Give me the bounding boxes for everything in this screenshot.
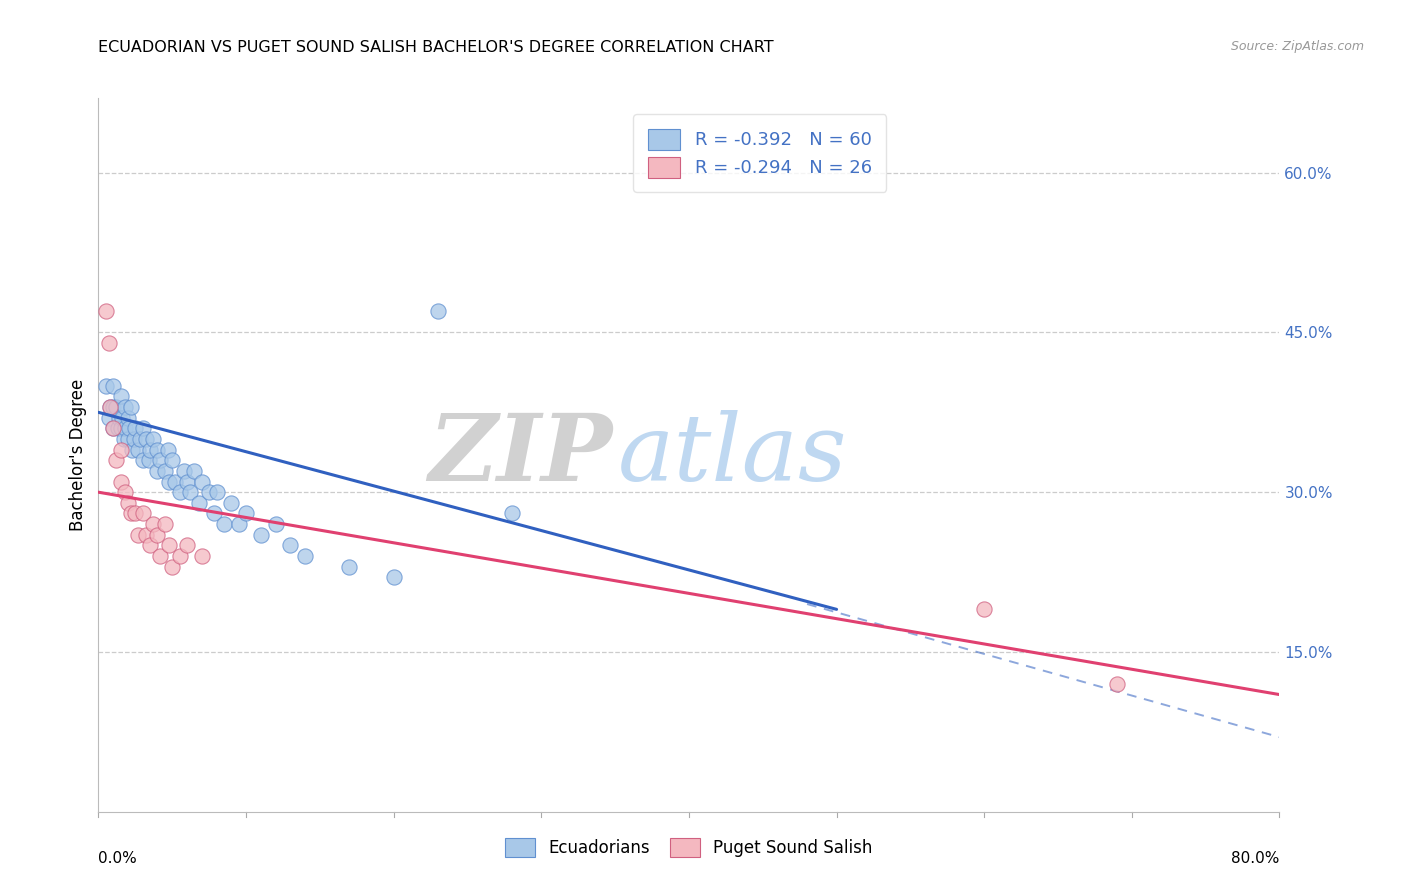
- Point: [114, 400, 136, 414]
- Text: 80.0%: 80.0%: [1232, 851, 1279, 866]
- Point: [110, 421, 132, 435]
- Point: [250, 528, 273, 542]
- Point: [97, 410, 120, 425]
- Point: [235, 507, 257, 521]
- Point: [198, 485, 221, 500]
- Point: [120, 507, 142, 521]
- Point: [114, 421, 136, 435]
- Point: [110, 442, 132, 457]
- Point: [142, 517, 165, 532]
- Point: [142, 432, 165, 446]
- Point: [219, 496, 242, 510]
- Point: [117, 410, 139, 425]
- Point: [132, 421, 155, 435]
- Point: [205, 485, 228, 500]
- Point: [94, 304, 117, 318]
- Point: [183, 464, 205, 478]
- Point: [294, 549, 316, 563]
- Point: [97, 336, 120, 351]
- Point: [111, 410, 134, 425]
- Point: [146, 528, 169, 542]
- Point: [114, 485, 136, 500]
- Text: ZIP: ZIP: [427, 410, 612, 500]
- Y-axis label: Bachelor's Degree: Bachelor's Degree: [69, 379, 87, 531]
- Point: [165, 475, 187, 489]
- Point: [212, 517, 235, 532]
- Point: [173, 464, 195, 478]
- Point: [146, 464, 169, 478]
- Point: [110, 475, 132, 489]
- Point: [132, 453, 155, 467]
- Point: [98, 400, 121, 414]
- Point: [112, 432, 135, 446]
- Point: [103, 421, 125, 435]
- Point: [127, 528, 149, 542]
- Point: [169, 549, 191, 563]
- Point: [162, 453, 183, 467]
- Point: [122, 432, 145, 446]
- Legend: Ecuadorians, Puget Sound Salish: Ecuadorians, Puget Sound Salish: [499, 831, 879, 864]
- Point: [117, 432, 139, 446]
- Point: [124, 421, 146, 435]
- Point: [153, 464, 176, 478]
- Point: [110, 389, 132, 403]
- Point: [117, 496, 139, 510]
- Point: [191, 475, 214, 489]
- Point: [149, 453, 172, 467]
- Text: ECUADORIAN VS PUGET SOUND SALISH BACHELOR'S DEGREE CORRELATION CHART: ECUADORIAN VS PUGET SOUND SALISH BACHELO…: [98, 40, 775, 55]
- Point: [157, 538, 180, 552]
- Point: [105, 453, 128, 467]
- Point: [108, 410, 131, 425]
- Point: [176, 538, 198, 552]
- Point: [157, 475, 180, 489]
- Point: [94, 378, 117, 392]
- Point: [162, 559, 183, 574]
- Point: [149, 549, 172, 563]
- Point: [121, 442, 143, 457]
- Point: [98, 400, 121, 414]
- Point: [135, 432, 157, 446]
- Point: [135, 528, 157, 542]
- Point: [139, 538, 162, 552]
- Point: [105, 400, 128, 414]
- Point: [228, 517, 250, 532]
- Point: [107, 421, 129, 435]
- Point: [501, 507, 523, 521]
- Point: [138, 453, 160, 467]
- Point: [146, 442, 169, 457]
- Point: [103, 378, 125, 392]
- Point: [1105, 677, 1128, 691]
- Point: [339, 559, 360, 574]
- Point: [264, 517, 287, 532]
- Point: [187, 496, 209, 510]
- Point: [179, 485, 201, 500]
- Point: [169, 485, 191, 500]
- Point: [139, 442, 162, 457]
- Point: [103, 421, 125, 435]
- Point: [132, 507, 155, 521]
- Point: [382, 570, 405, 584]
- Point: [128, 432, 150, 446]
- Point: [118, 421, 141, 435]
- Point: [120, 400, 142, 414]
- Point: [191, 549, 214, 563]
- Text: Source: ZipAtlas.com: Source: ZipAtlas.com: [1230, 40, 1364, 54]
- Point: [176, 475, 198, 489]
- Point: [127, 442, 149, 457]
- Point: [202, 507, 225, 521]
- Point: [153, 517, 176, 532]
- Point: [124, 507, 146, 521]
- Point: [156, 442, 179, 457]
- Point: [278, 538, 302, 552]
- Point: [427, 304, 450, 318]
- Text: atlas: atlas: [619, 410, 848, 500]
- Text: 0.0%: 0.0%: [98, 851, 138, 866]
- Point: [103, 400, 125, 414]
- Point: [973, 602, 995, 616]
